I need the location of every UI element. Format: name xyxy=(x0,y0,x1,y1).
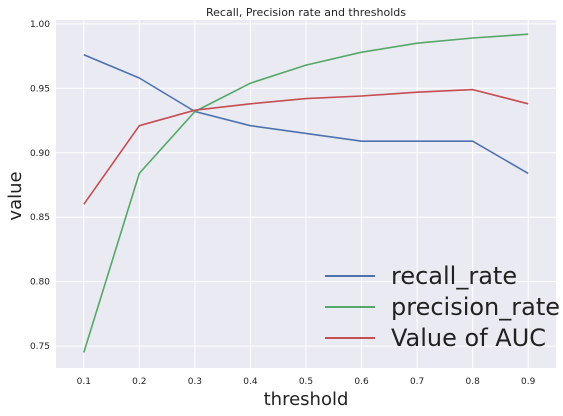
x-tick-label: 0.6 xyxy=(354,377,369,387)
y-tick-label: 0.80 xyxy=(30,278,50,288)
gridlines xyxy=(56,20,556,368)
x-tick-label: 0.1 xyxy=(77,377,91,387)
x-tick-labels: 0.1 0.2 0.3 0.4 0.5 0.6 0.7 0.8 0.9 xyxy=(77,377,536,387)
x-tick-label: 0.9 xyxy=(521,377,536,387)
series-line-recall-rate xyxy=(83,54,529,175)
series-line-precision-rate xyxy=(83,33,529,353)
x-tick-label: 0.5 xyxy=(299,377,313,387)
y-tick-label: 0.75 xyxy=(30,342,50,352)
x-tick-label: 0.4 xyxy=(243,377,258,387)
y-tick-label: 0.85 xyxy=(30,213,50,223)
y-tick-label: 1.00 xyxy=(30,20,50,30)
x-tick-label: 0.2 xyxy=(132,377,146,387)
x-tick-label: 0.8 xyxy=(466,377,481,387)
legend-label: recall_rate xyxy=(391,262,517,290)
x-tick-label: 0.3 xyxy=(188,377,202,387)
x-axis-label: threshold xyxy=(264,389,349,410)
legend-label: precision_rate xyxy=(391,293,560,321)
y-tick-label: 0.90 xyxy=(30,149,50,159)
y-tick-labels: 0.75 0.80 0.85 0.90 0.95 1.00 xyxy=(30,20,50,352)
chart-title: Recall, Precision rate and thresholds xyxy=(206,6,406,19)
series-lines xyxy=(83,33,529,353)
y-tick-label: 0.95 xyxy=(30,84,50,94)
x-tick-label: 0.7 xyxy=(410,377,424,387)
legend-label: Value of AUC xyxy=(391,324,546,352)
legend: recall_rate precision_rate Value of AUC xyxy=(325,262,560,352)
y-axis-label: value xyxy=(5,171,26,220)
series-line-value-of-auc xyxy=(83,88,529,205)
